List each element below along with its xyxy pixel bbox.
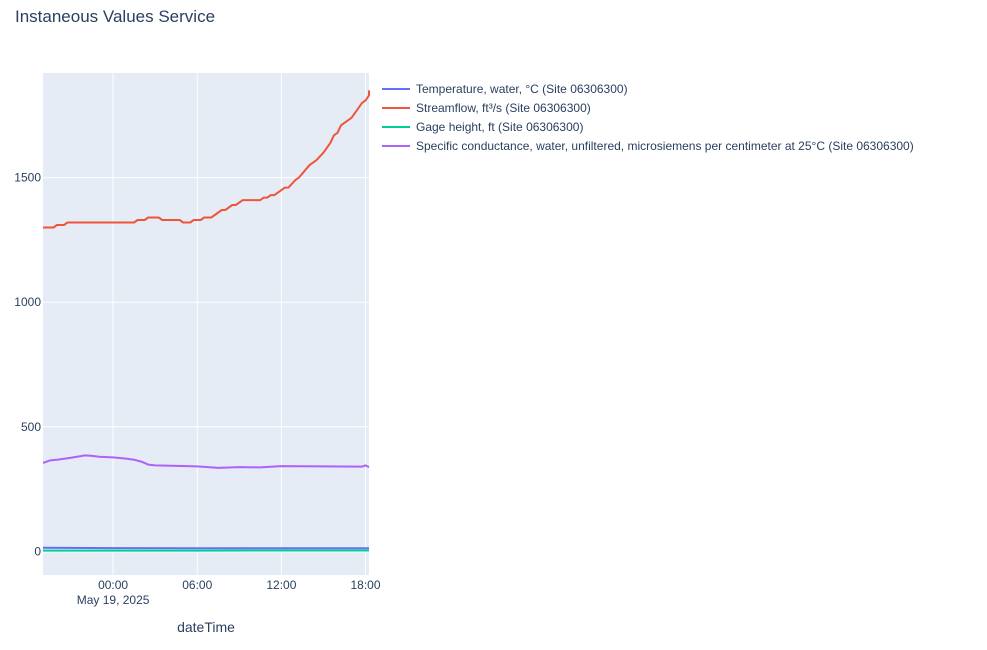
y-tick-label: 1000 — [14, 295, 41, 309]
series-lines — [42, 90, 370, 552]
legend-swatch — [382, 87, 410, 90]
x-tick-label: 06:00 — [182, 578, 212, 592]
x-tick-label: 12:00 — [266, 578, 296, 592]
legend-item[interactable]: Streamflow, ft³/s (Site 06306300) — [380, 98, 914, 117]
legend-item[interactable]: Temperature, water, °C (Site 06306300) — [380, 79, 914, 98]
series-line-0 — [42, 546, 369, 550]
series-line-1 — [43, 90, 370, 229]
legend-item[interactable]: Specific conductance, water, unfiltered,… — [380, 136, 914, 155]
legend-label: Gage height, ft (Site 06306300) — [416, 119, 584, 134]
legend-item[interactable]: Gage height, ft (Site 06306300) — [380, 117, 914, 136]
legend-swatch — [382, 106, 410, 109]
legend-swatch — [382, 144, 410, 147]
x-tick-label: 00:00 — [98, 578, 128, 592]
legend: Temperature, water, °C (Site 06306300) St… — [380, 79, 914, 155]
legend-label: Temperature, water, °C (Site 06306300) — [416, 81, 628, 96]
plot-area[interactable] — [43, 73, 369, 575]
x-axis-title: dateTime — [177, 619, 235, 635]
y-tick-label: 1500 — [14, 171, 41, 185]
legend-label: Specific conductance, water, unfiltered,… — [416, 138, 914, 153]
x-tick-label: 18:00 — [350, 578, 380, 592]
legend-label: Streamflow, ft³/s (Site 06306300) — [416, 100, 591, 115]
y-tick-label: 500 — [21, 420, 41, 434]
series-line-3 — [42, 454, 370, 469]
chart-title: Instaneous Values Service — [15, 7, 216, 26]
legend-swatch — [382, 125, 410, 128]
x-tick-sublabel: May 19, 2025 — [77, 593, 150, 607]
y-tick-label: 0 — [34, 544, 41, 558]
